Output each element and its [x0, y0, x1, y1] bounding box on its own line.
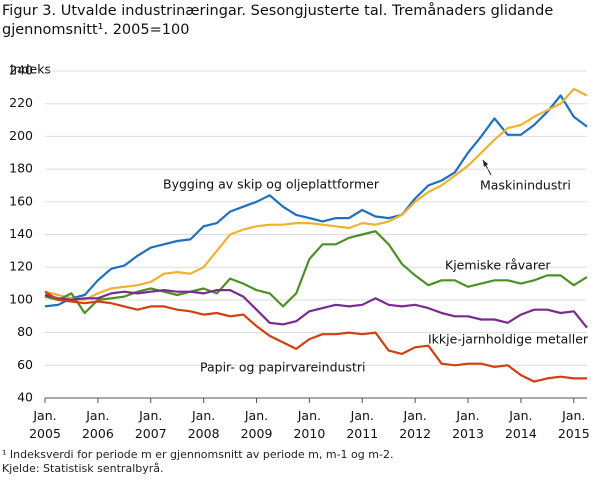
x-tick-label: Jan. 2011 [346, 408, 378, 441]
x-tick-label-line: 2007 [135, 426, 167, 441]
x-tick-label-line: Jan. [561, 408, 585, 423]
x-tick-label: Jan. 2006 [82, 408, 114, 441]
series-line [44, 290, 587, 383]
y-tick-label: 80 [17, 324, 33, 339]
source: Kjelde: Statistisk sentralbyrå. [2, 462, 164, 475]
x-tick-label-line: Jan. [455, 408, 479, 423]
series-label: Papir- og papirvareindustri [200, 360, 365, 375]
y-tick-label: 140 [9, 226, 33, 241]
x-tick-label-line: Jan. [85, 408, 109, 423]
x-tick-label-line: 2010 [293, 426, 325, 441]
series-label: Ikkje-jarnholdige metaller [428, 332, 589, 347]
y-tick-label: 60 [17, 357, 33, 372]
y-tick-label: 200 [9, 128, 33, 143]
x-tick-label-line: 2005 [29, 426, 61, 441]
y-tick-label: 240 [9, 63, 33, 78]
footer: ¹ Indeksverdi for periode m er gjennomsn… [2, 448, 393, 476]
arrow-head [483, 160, 488, 167]
x-tick-label: Jan. 2009 [241, 408, 273, 441]
x-tick-label: Jan. 2010 [293, 408, 325, 441]
x-tick-label-line: Jan. [508, 408, 532, 423]
footnote: ¹ Indeksverdi for periode m er gjennomsn… [2, 448, 394, 461]
x-tick-label-line: 2006 [82, 426, 114, 441]
series-label: Maskinindustri [480, 178, 571, 193]
x-tick-label: Jan. 2013 [452, 408, 484, 441]
series-line [44, 94, 588, 308]
y-tick-label: 220 [9, 95, 33, 110]
x-tick-label: Jan. 2012 [399, 408, 431, 441]
x-tick-label-line: Jan. [32, 408, 56, 423]
x-tick-label-line: 2008 [188, 426, 220, 441]
y-tick-label: 120 [9, 259, 33, 274]
x-tick-label: Jan. 2015 [558, 408, 590, 441]
y-tick-label: 180 [9, 161, 33, 176]
y-axis-label: Indeks [10, 62, 51, 77]
x-tick-label-line: Jan. [403, 408, 427, 423]
x-tick-label-line: 2012 [399, 426, 431, 441]
y-tick-label: 160 [9, 193, 33, 208]
y-tick-label: 40 [17, 390, 33, 405]
chart-title: Figur 3. Utvalde industrinæringar. Seson… [2, 3, 554, 38]
x-tick-label-line: Jan. [350, 408, 374, 423]
x-tick-label-line: 2011 [346, 426, 378, 441]
x-tick-label-line: 2013 [452, 426, 484, 441]
x-tick-label: Jan. 2008 [188, 408, 220, 441]
x-tick-label-line: 2009 [241, 426, 273, 441]
x-tick-label-line: Jan. [244, 408, 268, 423]
x-tick-label: Jan. 2005 [29, 408, 61, 441]
x-tick-label-line: 2015 [558, 426, 590, 441]
y-tick-label: 100 [9, 291, 33, 306]
x-tick-label-line: Jan. [297, 408, 321, 423]
series-line [44, 289, 588, 329]
x-tick-label-line: Jan. [191, 408, 215, 423]
x-tick-label: Jan. 2007 [135, 408, 167, 441]
series-line [44, 87, 588, 301]
x-tick-label-line: 2014 [505, 426, 537, 441]
series-label: Kjemiske råvarer [445, 258, 551, 273]
x-tick-label-line: Jan. [138, 408, 162, 423]
series-label: Bygging av skip og oljeplattformer [163, 177, 380, 192]
x-tick-label: Jan. 2014 [505, 408, 537, 441]
